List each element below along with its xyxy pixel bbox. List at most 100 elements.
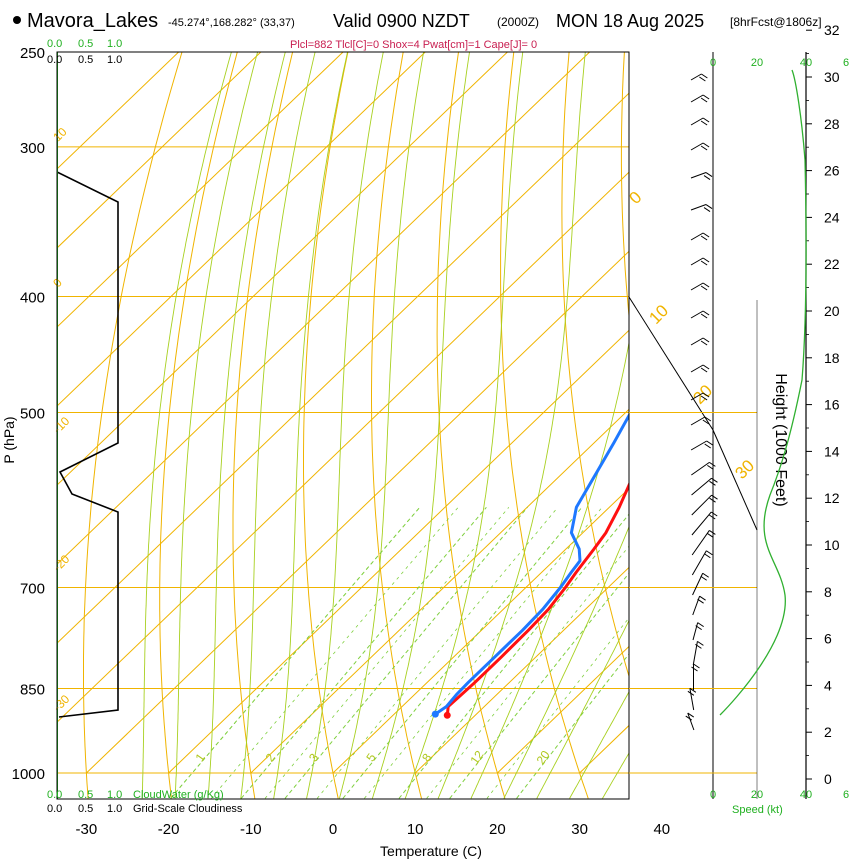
wind-barb-flag (700, 575, 707, 581)
dry-adiabat (371, 52, 422, 799)
height-tick-label: 22 (824, 256, 840, 272)
cloud-scale-tick: 1.0 (107, 54, 122, 66)
isotherm-line (57, 52, 508, 486)
isotherm-line (57, 171, 629, 723)
wind-barb-flag (706, 550, 713, 556)
pressure-tick-label: 500 (20, 406, 45, 423)
height-tick-label: 18 (824, 350, 840, 366)
wind-barb-flag (700, 313, 708, 319)
wind-barb-flag (701, 73, 708, 79)
isotherm-line (414, 566, 629, 774)
moist-adiabat (569, 690, 629, 799)
panel-connector (628, 296, 714, 431)
dry-adiabat (83, 52, 183, 799)
wind-barb-flag (693, 663, 700, 669)
dewpoint-line (434, 412, 629, 716)
wind-barb-flag (700, 285, 708, 291)
wind-barb-flag (687, 712, 695, 718)
temperature-tick-label: 0 (329, 821, 337, 838)
dry-adiabat (232, 52, 294, 799)
wind-barb-flag (700, 120, 708, 126)
wind-barb-flag (695, 643, 702, 649)
wind-barb (692, 622, 699, 641)
mixing-ratio-label: 5 (363, 750, 378, 764)
wind-barb-flag (709, 461, 716, 467)
header: Mavora_Lakes -45.274°,168.282° (33,37) V… (13, 10, 822, 51)
mixing-ratio-label: 12 (467, 748, 486, 767)
svg-text:0.00.51.0: 0.0 0.5 1.0 (47, 789, 122, 801)
wind-barb-flag (710, 511, 718, 517)
wind-barb (690, 73, 702, 81)
mixing-ratio-line (426, 545, 629, 799)
wind-barb-flag (697, 622, 704, 628)
wind-barb (690, 282, 704, 291)
wind-barb-flag (707, 533, 714, 538)
panel-connector (712, 429, 758, 531)
mixing-ratio-line (316, 507, 559, 799)
cloud-scale-tick: 0.0 (47, 38, 62, 50)
wind-barb-flag (704, 443, 711, 449)
wind-barb-flag (700, 340, 708, 346)
wind-barb-flag (702, 310, 710, 316)
x-axis-title: Temperature (C) (380, 843, 482, 859)
svg-text:0.00.51.0: 0.0 0.5 1.0 (47, 38, 122, 50)
wind-barb (689, 688, 695, 711)
temperature-tick-label: 30 (571, 821, 588, 838)
wind-barb-flag (685, 715, 693, 721)
height-tick-label: 10 (824, 537, 840, 553)
dry-adiabat (620, 52, 629, 321)
isotherm-label: -20 (50, 552, 72, 574)
wind-barb (691, 530, 710, 556)
wind-barb (691, 511, 712, 536)
utc-time: (2000Z) (497, 15, 539, 29)
wind-barb (691, 550, 707, 576)
valid-time: Valid 0900 NZDT (333, 11, 470, 31)
isotherm-line (57, 52, 262, 249)
temperature-tick-label: -30 (76, 821, 98, 838)
speed-tick-bottom: 6 (843, 789, 849, 801)
pressure-tick-label: 250 (20, 45, 45, 62)
wind-barb-flag (702, 142, 710, 148)
wind-barb (690, 142, 704, 151)
temperature-tick-label: -20 (158, 821, 180, 838)
wind-barb-flag (695, 625, 702, 631)
cloud-scale-top: 0.0 0.5 1.0 0.0 0.5 1.0 (47, 38, 122, 66)
mixing-ratio-line (170, 507, 421, 799)
speed-tick-bottom: 0 (710, 789, 716, 801)
mixing-ratio-line (342, 506, 583, 799)
height-tick-label: 28 (824, 116, 840, 132)
dry-adiabat (843, 9, 850, 799)
wind-barb (690, 172, 707, 179)
wind-barb-flag (700, 97, 708, 103)
cloud-scale-tick: 1.0 (107, 789, 122, 801)
isotherm-label: 0 (625, 188, 645, 208)
temperature-tick-label: 40 (653, 821, 670, 838)
wind-barb-flag (697, 598, 704, 604)
station-name: Mavora_Lakes (27, 10, 158, 32)
cloud-scale-tick: 0.5 (78, 38, 93, 50)
wind-barb-flag (707, 464, 714, 470)
wind-barb-flag (703, 175, 711, 180)
isotherm-line (332, 487, 629, 774)
wind-barb (690, 337, 704, 346)
mixing-ratio-line (210, 507, 459, 799)
temperature-tick-label: -10 (240, 821, 262, 838)
isotherm-line (57, 52, 426, 407)
speed-tick-bottom: 20 (751, 789, 763, 801)
mixing-ratio-label: 3 (306, 751, 321, 765)
mixing-ratio-line (284, 506, 528, 799)
wind-barb-flag (700, 260, 708, 266)
station-coords: -45.274°,168.282° (33,37) (168, 17, 295, 29)
mixing-ratio-line (364, 507, 603, 799)
wind-barb-flag (705, 204, 713, 209)
moist-adiabat (470, 340, 629, 799)
height-tick-label: 24 (824, 209, 840, 225)
wind-barb (691, 494, 712, 516)
wind-barb-flag (702, 94, 710, 100)
plot-frame (56, 51, 630, 800)
temperature-tick-label: 10 (407, 821, 424, 838)
wind-barb-flag (702, 364, 710, 370)
wind-barb (690, 204, 707, 211)
cloudiness-profile (57, 171, 119, 718)
